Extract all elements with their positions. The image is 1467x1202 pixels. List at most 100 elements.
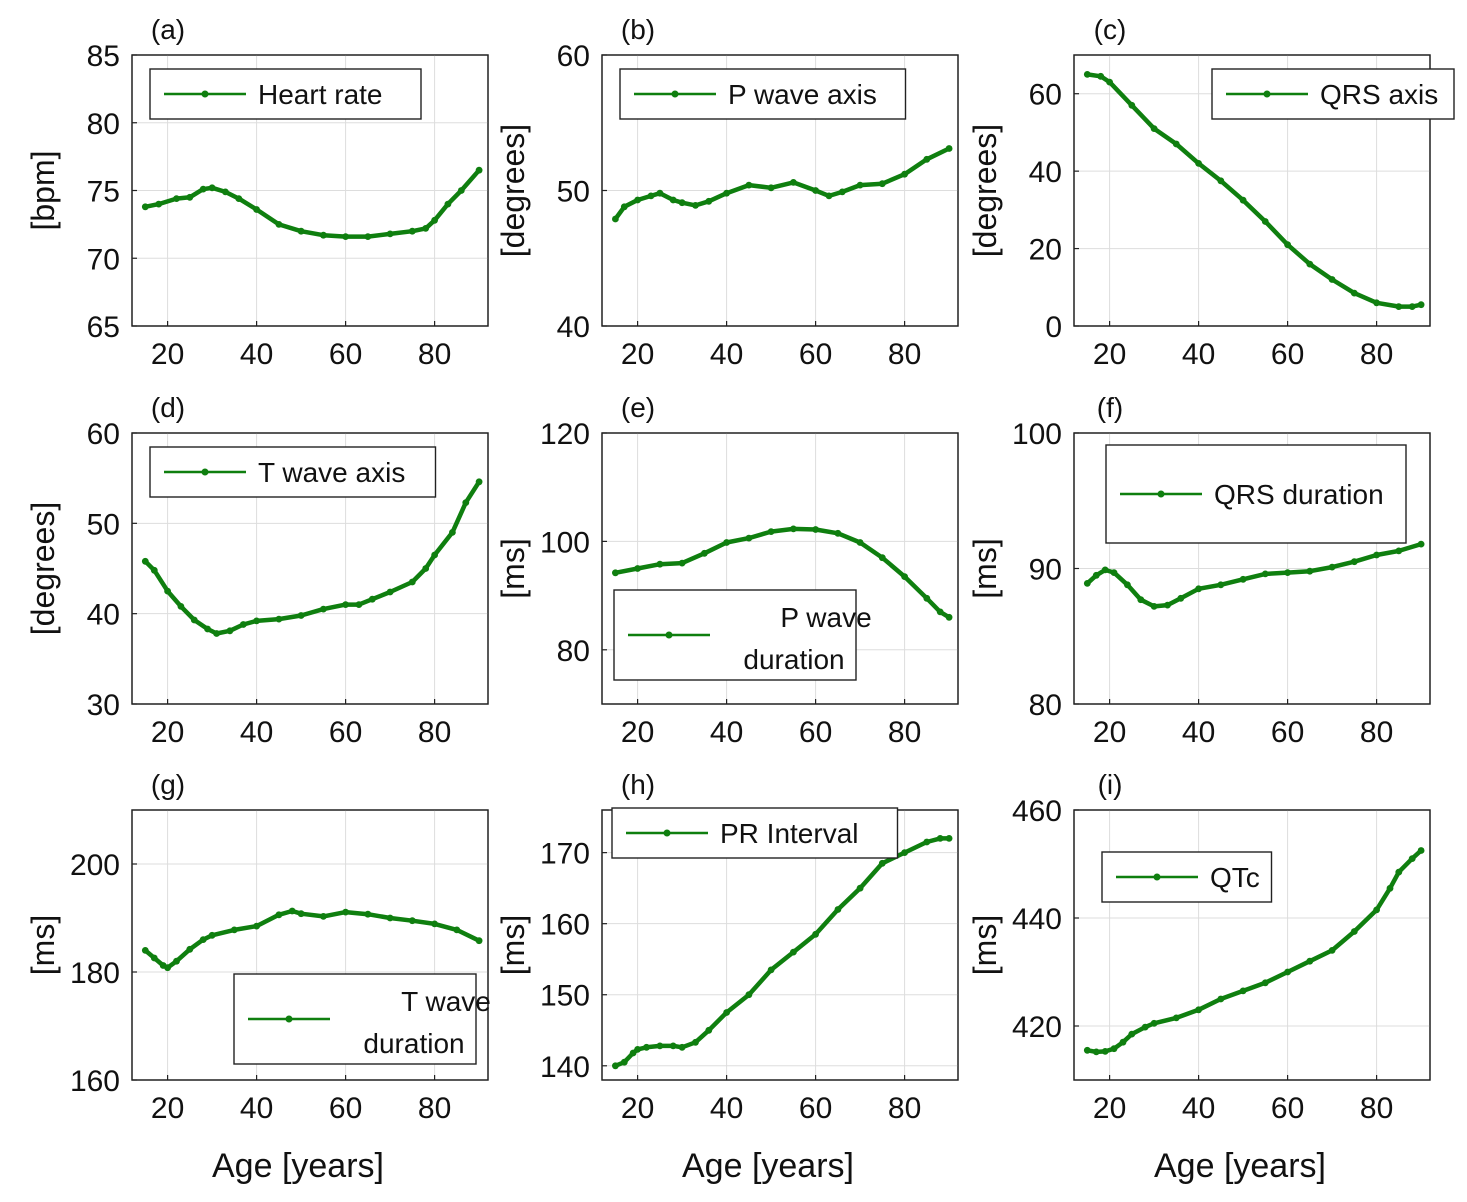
data-point <box>253 617 260 625</box>
data-point <box>1239 575 1247 583</box>
data-point <box>1137 596 1145 604</box>
x-tick-label: 80 <box>418 1092 451 1125</box>
y-tick-label: 40 <box>87 599 120 632</box>
data-point <box>647 192 655 200</box>
data-point <box>368 595 376 603</box>
data-point <box>226 627 234 635</box>
series-line-i <box>1085 848 1424 1055</box>
data-point <box>945 145 953 152</box>
data-point <box>141 557 149 565</box>
data-point <box>386 230 394 238</box>
y-tick-label: 100 <box>1012 418 1062 451</box>
data-point <box>856 181 864 189</box>
data-point <box>825 192 833 200</box>
data-point <box>1119 1038 1127 1046</box>
x-tick-label: 60 <box>799 338 832 371</box>
x-tick-label: 60 <box>799 716 832 749</box>
data-point <box>856 539 864 546</box>
data-point <box>1164 601 1171 609</box>
data-point <box>1092 571 1100 579</box>
data-point <box>408 917 416 925</box>
x-tick-label: 80 <box>418 716 451 749</box>
data-point <box>1373 551 1380 559</box>
data-point <box>634 565 641 572</box>
data-point <box>656 560 664 568</box>
data-point <box>1150 603 1158 610</box>
data-point <box>1395 303 1403 310</box>
y-tick-label: 200 <box>70 849 120 882</box>
y-tick-label: 420 <box>1012 1011 1062 1044</box>
data-point <box>297 910 305 918</box>
x-tick-label: 20 <box>151 716 184 749</box>
data-point <box>462 499 470 506</box>
data-point <box>767 184 775 192</box>
y-tick-label: 75 <box>87 176 120 209</box>
data-point <box>1172 140 1180 148</box>
panel-label-c: (c) <box>1094 14 1127 45</box>
legend-marker <box>201 468 209 476</box>
panel-b: 20 40 60 80 40 50 60 [degrees] (b) P wave axis <box>495 14 959 371</box>
data-point <box>705 197 713 205</box>
data-point <box>656 189 664 197</box>
x-tick-label: 40 <box>1182 716 1215 749</box>
data-point <box>923 155 931 163</box>
data-point <box>386 914 394 922</box>
data-point <box>745 181 753 189</box>
data-point <box>620 203 628 211</box>
panel-i: 20 40 60 80 420 440 460 [ms] (i) QTc Age [years] <box>967 769 1431 1185</box>
y-tick-label: 160 <box>70 1065 120 1098</box>
data-point <box>790 525 797 533</box>
data-point <box>288 907 296 915</box>
x-tick-label: 60 <box>1271 338 1304 371</box>
x-tick-label: 80 <box>1360 338 1393 371</box>
x-tick-label: 80 <box>418 338 451 371</box>
data-point <box>678 199 686 207</box>
y-tick-label: 30 <box>87 689 120 722</box>
legend-marker <box>1153 873 1161 881</box>
data-point <box>141 203 149 211</box>
data-point <box>701 549 708 557</box>
data-point <box>150 566 158 574</box>
data-point <box>634 196 641 204</box>
panel-label-d: (d) <box>151 392 185 423</box>
x-tick-label: 60 <box>1271 716 1304 749</box>
y-tick-label: 180 <box>70 957 120 990</box>
data-point <box>475 166 483 174</box>
x-tick-label: 80 <box>888 338 921 371</box>
panel-d: 20 40 60 80 30 40 50 60 [degrees] (d) T wave axis <box>25 392 489 749</box>
y-axis-label-f: [ms] <box>967 538 1003 598</box>
data-point <box>692 1038 699 1046</box>
data-point <box>834 529 842 537</box>
legend-marker <box>665 631 673 639</box>
x-tick-label: 40 <box>240 716 273 749</box>
y-tick-label: 50 <box>87 508 120 541</box>
x-tick-label: 20 <box>1093 338 1126 371</box>
panel-label-h: (h) <box>621 769 655 800</box>
data-point <box>1177 594 1185 602</box>
data-point <box>723 1009 730 1016</box>
data-point <box>230 926 238 934</box>
x-tick-label: 20 <box>151 338 184 371</box>
y-axis-label-b: [degrees] <box>495 124 531 257</box>
axis-frame-b <box>601 54 959 327</box>
data-point <box>878 554 886 562</box>
legend-label-c: QRS axis <box>1320 79 1438 110</box>
data-point <box>1306 957 1314 965</box>
data-point <box>1195 160 1202 167</box>
y-tick-label: 120 <box>540 418 590 451</box>
y-tick-label: 60 <box>557 40 590 73</box>
data-point <box>1417 540 1425 548</box>
legend-marker <box>1157 490 1165 498</box>
y-tick-label: 80 <box>557 635 590 668</box>
data-point <box>1306 567 1314 575</box>
series-line-c <box>1085 72 1424 309</box>
data-point <box>1408 303 1416 310</box>
data-point <box>422 565 430 572</box>
x-axis-label-g: Age [years] <box>212 1147 384 1185</box>
data-point <box>1172 1014 1180 1022</box>
data-point <box>408 227 416 235</box>
data-point <box>1373 906 1380 914</box>
data-point <box>838 188 846 196</box>
data-point <box>1110 569 1118 576</box>
